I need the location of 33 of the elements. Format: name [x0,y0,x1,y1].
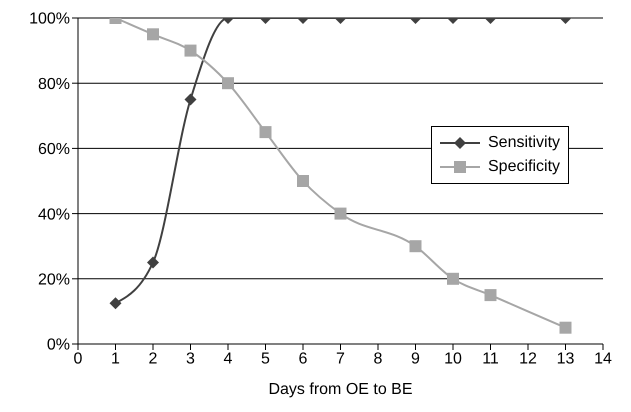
x-tick-label: 5 [261,350,270,368]
point [410,240,422,252]
point [560,322,572,334]
x-tick-label: 12 [519,350,537,368]
y-tick-label: 60% [38,141,70,158]
y-tick-label: 80% [38,76,70,93]
x-tick-label: 0 [74,350,83,368]
x-tick-label: 1 [111,350,120,368]
x-tick-label: 4 [224,350,233,368]
y-tick-label: 40% [38,206,70,224]
x-tick-label: 8 [374,350,383,368]
y-tick-label: 100% [29,10,70,28]
x-tick-label: 2 [148,350,158,368]
x-tick-label: 9 [411,350,420,368]
legend-label: Specificity [488,157,560,177]
point [297,175,309,187]
point [484,289,496,302]
x-axis-title: Days from OE to BE [268,381,413,398]
x-tick-label: 7 [336,350,346,368]
y-tick-label: 0% [46,336,70,354]
y-tick-label: 20% [38,271,70,288]
point [147,256,159,268]
point [260,126,272,138]
point [110,297,122,310]
x-tick-label: 10 [444,350,462,368]
point [447,272,459,285]
x-tick-label: 11 [482,350,499,368]
x-tick-label: 3 [186,350,196,368]
x-tick-label: 13 [556,350,574,368]
x-tick-label: 6 [298,350,308,368]
x-tick-label: 14 [594,350,612,368]
legend-label: Sensitivity [488,133,560,153]
point [334,208,346,220]
